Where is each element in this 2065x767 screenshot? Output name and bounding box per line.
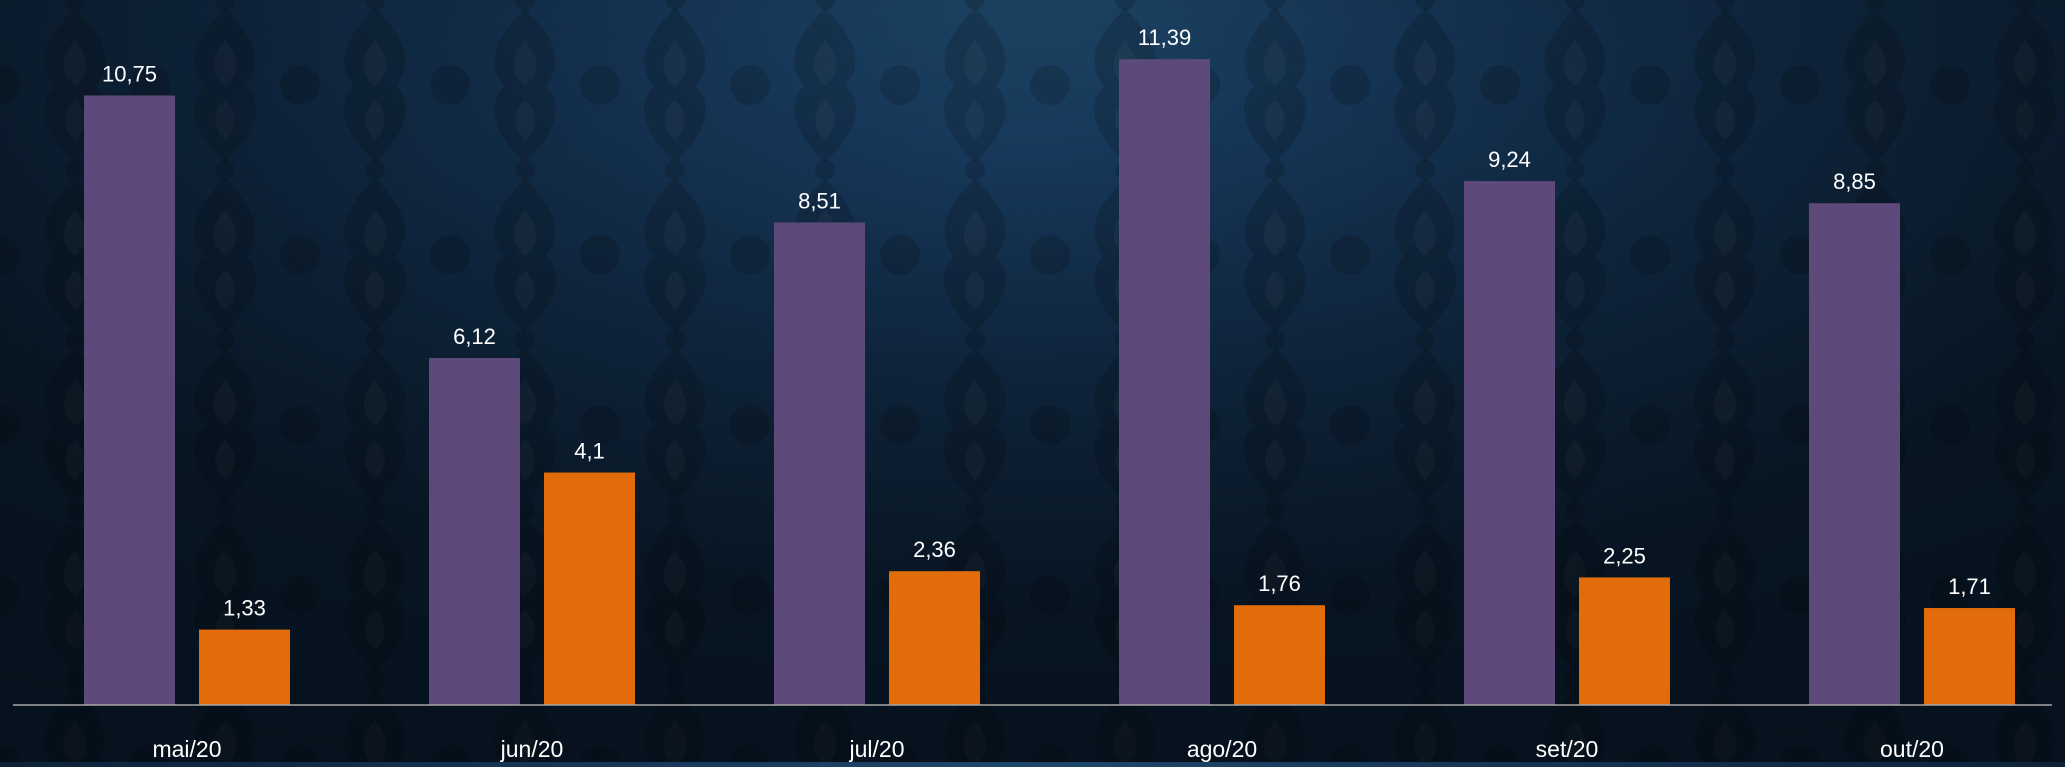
data-label-1-3: 8,51	[798, 188, 841, 213]
x-tick-label-5: set/20	[1536, 736, 1599, 762]
data-label-1-1: 10,75	[102, 61, 157, 86]
data-label-2-4: 1,76	[1258, 571, 1301, 596]
bar-2-2	[544, 472, 635, 705]
bar-1-6	[1809, 203, 1900, 705]
data-label-2-3: 2,36	[913, 537, 956, 562]
data-labels-layer: 10,75 1,33 6,12 4,1 8,51 2,36 11,39 1,76 9,24 2,2…	[102, 25, 1991, 620]
x-tick-labels-layer: mai/20 jun/20 jul/20 ago/20 set/20 out/20	[152, 736, 1944, 762]
bar-2-1	[199, 629, 290, 705]
data-label-1-5: 9,24	[1488, 147, 1531, 172]
bar-2-6	[1924, 608, 2015, 705]
bar-2-4	[1234, 605, 1325, 705]
bar-2-5	[1579, 577, 1670, 705]
x-tick-label-6: out/20	[1880, 736, 1944, 762]
data-label-2-1: 1,33	[223, 596, 266, 621]
data-label-1-4: 11,39	[1138, 25, 1191, 50]
data-label-2-5: 2,25	[1603, 543, 1646, 568]
data-label-2-6: 1,71	[1948, 574, 1991, 599]
bar-1-1	[84, 95, 175, 706]
x-tick-label-4: ago/20	[1187, 736, 1257, 762]
bar-1-4	[1119, 59, 1210, 705]
bars-layer	[84, 59, 2015, 706]
bar-1-3	[774, 222, 865, 705]
data-label-1-6: 8,85	[1833, 169, 1876, 194]
bar-2-3	[889, 571, 980, 705]
data-label-2-2: 4,1	[574, 439, 605, 464]
x-tick-label-2: jun/20	[500, 736, 564, 762]
x-tick-label-1: mai/20	[152, 736, 221, 762]
bar-1-2	[429, 357, 520, 705]
bar-1-5	[1464, 181, 1555, 706]
data-label-1-2: 6,12	[453, 324, 496, 349]
x-tick-label-3: jul/20	[849, 736, 905, 762]
